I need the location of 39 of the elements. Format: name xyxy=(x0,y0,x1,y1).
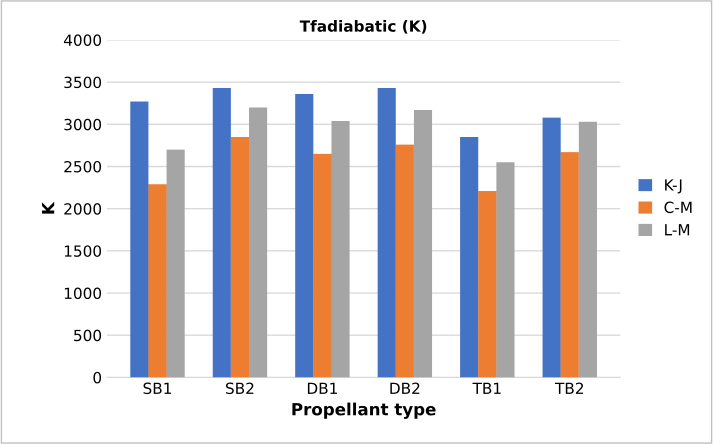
y-tick-label: 0 xyxy=(93,372,102,384)
x-tick-label: TB2 xyxy=(554,382,583,394)
x-tick-label: SB2 xyxy=(226,382,254,394)
bar xyxy=(478,190,496,378)
x-tick-label: DB2 xyxy=(390,382,420,394)
y-tick-label: 1500 xyxy=(64,245,102,257)
y-axis-title: K xyxy=(42,202,54,214)
bar xyxy=(396,144,414,378)
bar xyxy=(148,184,167,378)
bar xyxy=(313,154,332,378)
bar xyxy=(496,162,515,378)
y-tick-label: 3500 xyxy=(64,76,102,88)
chart-title: Tfadiabatic (K) xyxy=(300,20,426,34)
bar xyxy=(295,94,314,378)
y-tick-label: 1000 xyxy=(64,288,102,300)
x-axis-title: Propellant type xyxy=(292,402,436,419)
legend-label: C-M xyxy=(664,202,692,214)
legend-label: K-J xyxy=(665,179,682,194)
legend-label: L-M xyxy=(665,224,690,236)
x-tick-label: TB1 xyxy=(472,382,501,394)
bar xyxy=(166,150,185,378)
bar xyxy=(130,102,148,378)
x-tick-label: SB1 xyxy=(144,382,172,394)
y-tick-label: 2000 xyxy=(64,203,102,215)
bar xyxy=(230,136,250,378)
bar xyxy=(578,122,597,378)
x-tick-label: DB1 xyxy=(308,382,337,394)
bar xyxy=(331,120,350,378)
bar xyxy=(378,88,396,378)
y-tick-label: 3000 xyxy=(64,118,102,130)
bar xyxy=(560,152,579,378)
bar xyxy=(249,107,268,378)
bar xyxy=(460,136,478,378)
bar xyxy=(414,110,432,378)
y-tick-label: 500 xyxy=(74,330,102,342)
bar xyxy=(212,88,231,378)
y-tick-label: 2500 xyxy=(64,160,102,173)
bar xyxy=(542,118,561,378)
y-tick-label: 4000 xyxy=(64,34,102,46)
